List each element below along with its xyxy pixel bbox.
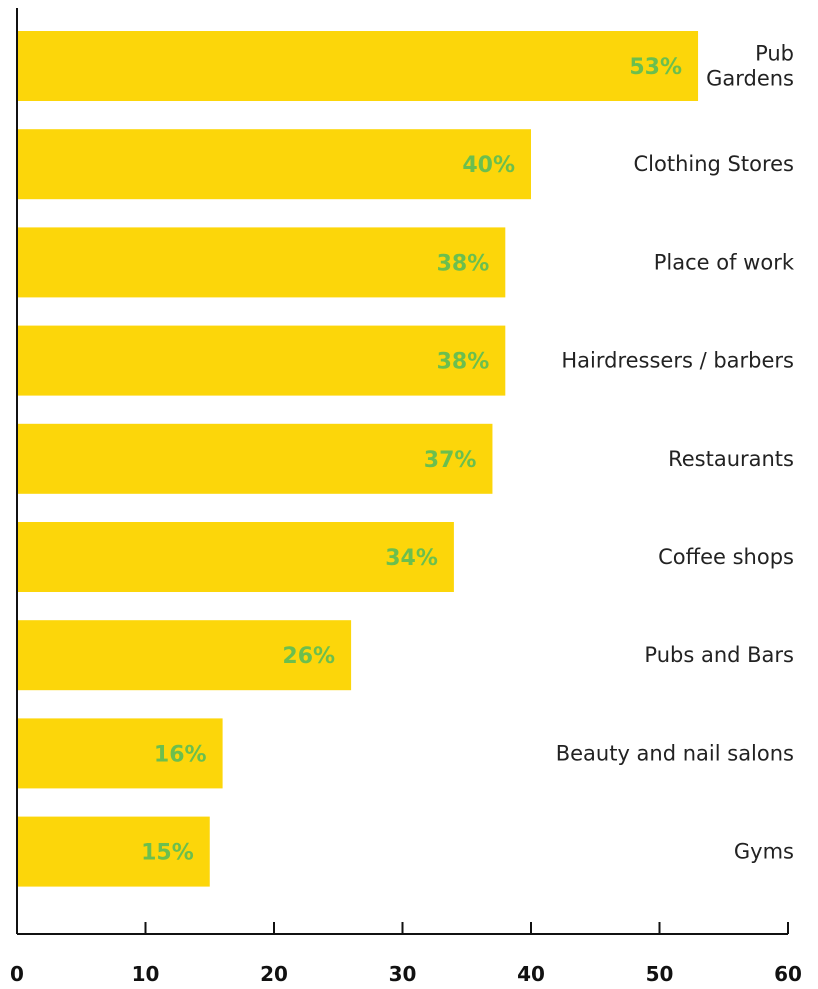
- x-tick-label-0: 0: [10, 962, 24, 986]
- category-label-0-line-0: Pub: [755, 42, 794, 66]
- value-label-3: 38%: [437, 350, 490, 375]
- bars-layer: [17, 31, 699, 887]
- value-label-2: 38%: [437, 251, 490, 276]
- value-label-1: 40%: [462, 153, 515, 178]
- value-label-6: 26%: [282, 644, 335, 669]
- bar-8: [17, 816, 210, 887]
- bar-7: [17, 718, 223, 789]
- x-tick-label-20: 20: [260, 962, 288, 986]
- x-tick-label-60: 60: [774, 962, 802, 986]
- value-label-4: 37%: [424, 448, 477, 473]
- bar-0: [17, 31, 699, 101]
- category-label-4: Restaurants: [668, 447, 794, 471]
- value-label-0: 53%: [629, 55, 682, 80]
- bar-5: [17, 522, 454, 592]
- category-label-3: Hairdressers / barbers: [561, 349, 794, 373]
- bar-4: [17, 423, 493, 494]
- category-label-5: Coffee shops: [658, 545, 794, 569]
- value-label-8: 15%: [141, 841, 194, 866]
- category-label-8: Gyms: [734, 840, 794, 864]
- value-label-5: 34%: [385, 546, 438, 571]
- category-label-7: Beauty and nail salons: [556, 741, 794, 765]
- category-label-6: Pubs and Bars: [644, 643, 794, 667]
- bar-1: [17, 129, 531, 200]
- x-tick-label-50: 50: [646, 962, 674, 986]
- category-label-1: Clothing Stores: [634, 152, 794, 176]
- bar-2: [17, 227, 506, 298]
- value-labels-layer: 53% 40% 38% 38% 37% 34% 26% 16% 15%: [141, 55, 682, 866]
- value-label-7: 16%: [154, 742, 207, 767]
- bar-6: [17, 620, 352, 691]
- category-label-2: Place of work: [654, 250, 795, 274]
- x-tick-label-10: 10: [132, 962, 160, 986]
- category-label-0-line-1: Gardens: [706, 67, 794, 91]
- x-tick-label-30: 30: [389, 962, 417, 986]
- x-axis: 0 10 20 30 40 50 60: [10, 8, 802, 986]
- x-tick-label-40: 40: [517, 962, 545, 986]
- bar-3: [17, 325, 506, 396]
